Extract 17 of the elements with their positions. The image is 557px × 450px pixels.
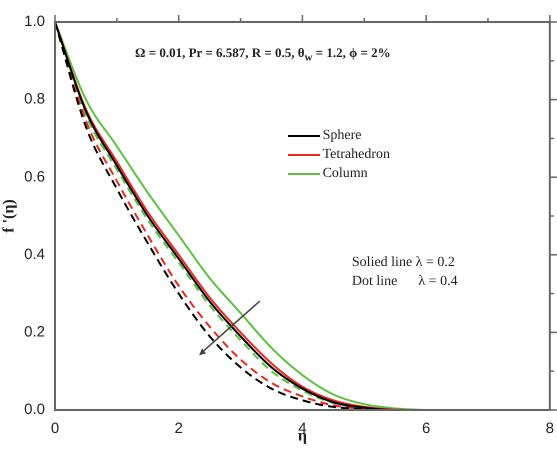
- y-tick-label: 0.2: [24, 324, 45, 341]
- y-tick-label: 0.8: [24, 90, 45, 108]
- annotation: Ω = 0.01, Pr = 6.587, R = 0.5, θ$_{w}$ = 1.2, ϕ = 2%: [135, 45, 391, 64]
- x-tick-label: 6: [422, 420, 430, 438]
- y-tick-label: 1.0: [24, 13, 45, 30]
- legend-label: Tetrahedron: [322, 147, 390, 164]
- legend-label: Column: [322, 166, 368, 182]
- annotation: Dot line λ = 0.4: [352, 274, 458, 290]
- y-tick-label: 0.4: [24, 246, 45, 263]
- x-tick-label: 8: [546, 420, 554, 438]
- y-axis-title: f '(η): [0, 199, 18, 233]
- x-tick-label: 2: [174, 420, 183, 438]
- x-tick-label: 0: [50, 420, 60, 438]
- annotation: Solied line λ = 0.2: [352, 254, 455, 271]
- legend-label: Sphere: [322, 128, 362, 144]
- y-tick-label: 0.6: [24, 168, 45, 186]
- y-tick-label: 0.0: [24, 401, 45, 418]
